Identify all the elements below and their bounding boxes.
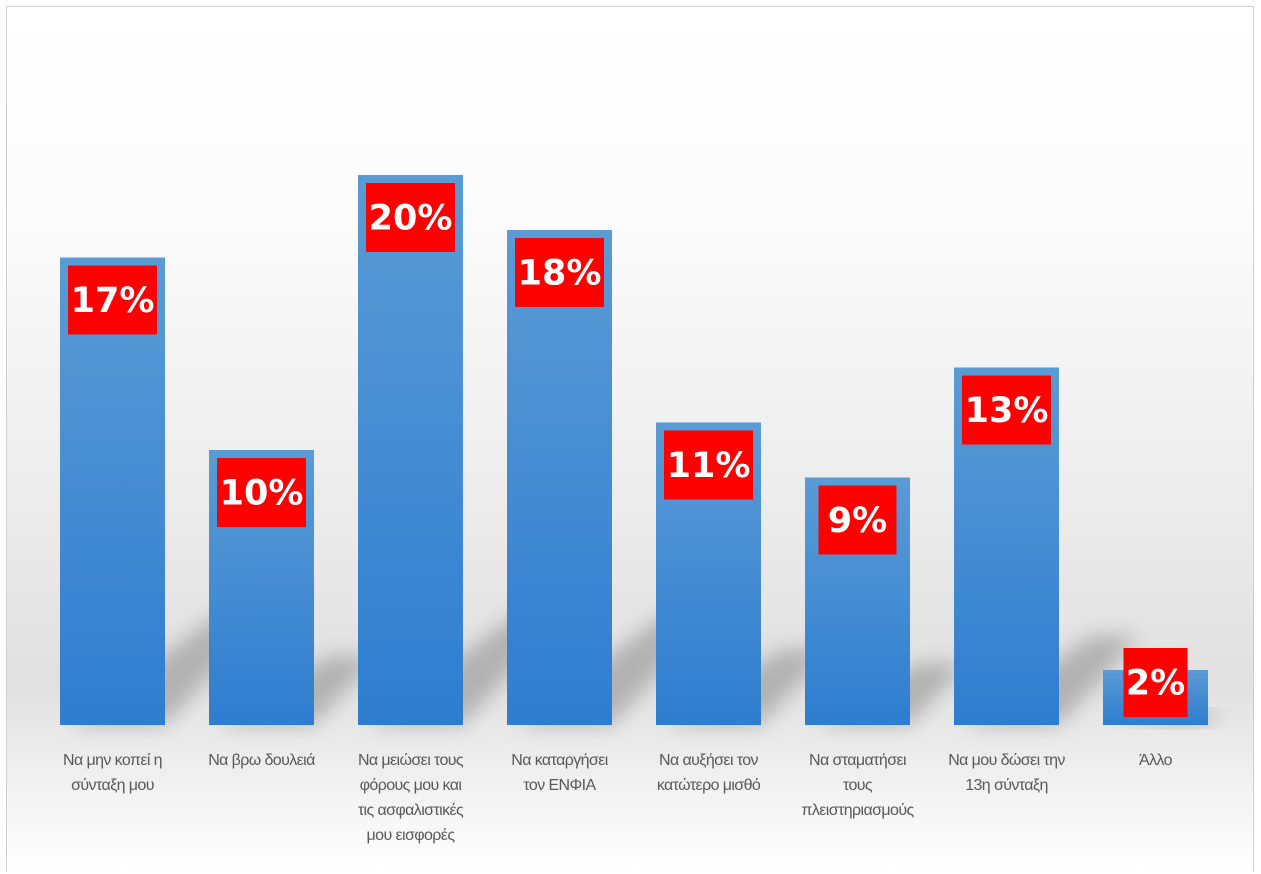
category-label: Να μου δώσει την 13η σύνταξη (948, 752, 1065, 794)
value-label-box (68, 265, 157, 335)
value-label: 9% (828, 501, 887, 541)
category-label: Άλλο (1139, 752, 1173, 769)
value-label-box (366, 183, 455, 252)
value-label: 10% (220, 474, 304, 514)
bar (507, 230, 612, 725)
value-label: 17% (71, 281, 155, 321)
category-label: Να καταργήσει τον ΕΝΦΙΑ (511, 752, 608, 794)
category-label-line: 13η σύνταξη (965, 777, 1048, 794)
category-label-line: πλειστηριασμούς (801, 802, 914, 819)
value-label: 20% (369, 199, 453, 239)
bars-group: 17% 10% 20% 18% 11% 9% 13% 2% (60, 175, 1208, 725)
value-label-box (664, 430, 753, 500)
category-label-line: Να μην κοπεί η (63, 752, 162, 769)
value-label: 11% (667, 446, 751, 486)
value-label-box (1123, 648, 1188, 717)
bar-chart: 17% 10% 20% 18% 11% 9% 13% 2% Να μην κοπεί η σύν… (60, 175, 1221, 844)
value-label: 18% (518, 254, 602, 294)
category-label-line: Να μειώσει τους (358, 752, 464, 769)
category-label: Να μην κοπεί η σύνταξη μου (63, 752, 162, 794)
bar (60, 257, 165, 725)
bar (358, 175, 463, 725)
category-label: Να μειώσει τους φόρους μου και τις ασφαλισ… (358, 752, 464, 844)
category-label: Να βρω δουλειά (208, 752, 315, 769)
value-label-box (515, 238, 604, 307)
category-label-line: Να καταργήσει (511, 752, 608, 769)
category-labels: Να μην κοπεί η σύνταξη μου Να βρω δουλειά Ν… (63, 752, 1173, 844)
category-label-line: Άλλο (1139, 752, 1173, 769)
category-label-line: Να αυξήσει τον (659, 752, 759, 769)
category-label-line: Να σταματήσει (809, 752, 907, 769)
category-label-line: μου εισφορές (367, 827, 456, 844)
value-label-box (818, 485, 897, 555)
category-label: Να σταματήσει τους πλειστηριασμούς (801, 752, 914, 819)
category-label-line: Να μου δώσει την (948, 752, 1065, 769)
chart-frame: 17% 10% 20% 18% 11% 9% 13% 2% Να μην κοπεί η σύν… (6, 6, 1254, 872)
category-label-line: σύνταξη μου (71, 777, 154, 794)
category-label-line: τον ΕΝΦΙΑ (523, 777, 596, 794)
value-label: 2% (1126, 664, 1185, 704)
category-label-line: Να βρω δουλειά (208, 752, 315, 769)
category-label-line: φόρους μου και (360, 777, 463, 794)
value-label-box (962, 375, 1051, 445)
category-label-line: κατώτερο μισθό (657, 777, 761, 794)
value-label-box (217, 458, 306, 527)
category-label: Να αυξήσει τον κατώτερο μισθό (657, 752, 761, 794)
category-label-line: τις ασφαλιστικές (358, 802, 464, 819)
category-label-line: τους (843, 777, 873, 794)
value-label: 13% (965, 391, 1049, 431)
